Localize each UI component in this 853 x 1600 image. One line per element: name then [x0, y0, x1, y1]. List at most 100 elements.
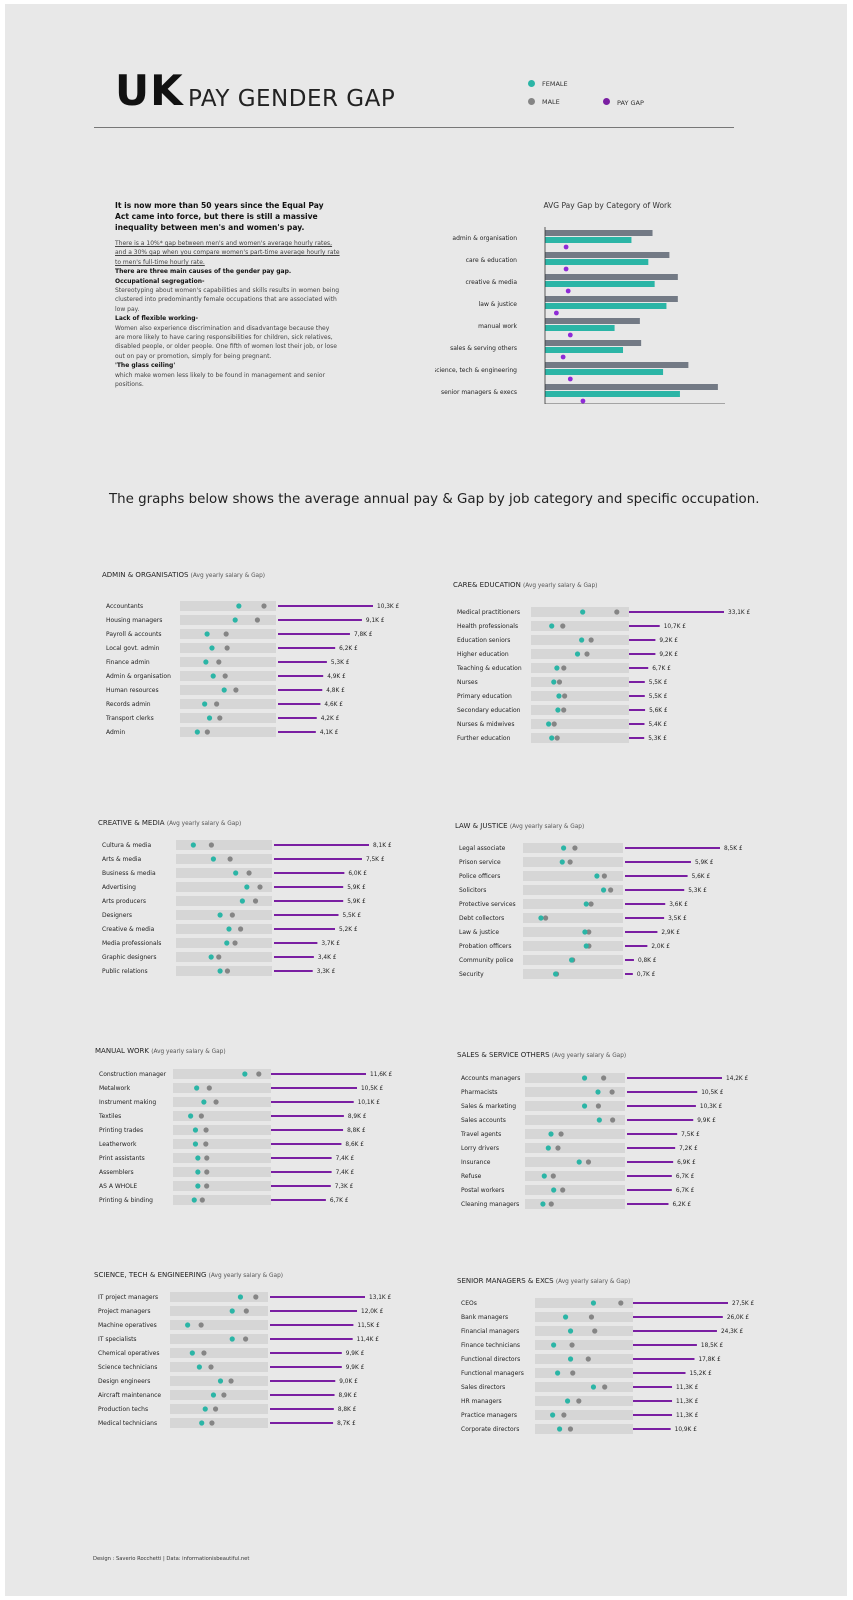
occupation-track — [176, 952, 272, 962]
gap-label: 9,9K £ — [346, 1365, 365, 1371]
footer-credit: Design : Saverio Rocchetti | Data: infor… — [93, 1556, 250, 1562]
male-dot — [585, 1159, 592, 1165]
occupation-track — [173, 1083, 271, 1093]
intro-causes-heading: There are three main causes of the gende… — [115, 268, 292, 276]
female-dot — [210, 673, 216, 679]
occupation-track — [176, 854, 272, 864]
gap-bar — [274, 914, 339, 916]
occupation-track — [180, 699, 276, 709]
female-dot — [567, 1328, 574, 1334]
summary-female-bar — [545, 347, 624, 353]
panel-title-main: SENIOR MANAGERS & EXCS — [457, 1277, 556, 1285]
male-dot — [569, 1342, 575, 1348]
gap-bar — [633, 1344, 697, 1346]
female-dot — [224, 940, 230, 946]
panel-title: CARE& EDUCATION (Avg yearly salary & Gap… — [453, 581, 597, 589]
male-dot — [224, 645, 230, 651]
gap-label: 10,5K £ — [701, 1090, 724, 1096]
occupation-track — [531, 705, 629, 715]
male-dot — [232, 940, 238, 946]
legend-male-label: MALE — [542, 98, 560, 106]
female-dot — [594, 873, 600, 879]
gap-label: 5,5K £ — [649, 694, 668, 700]
gap-label: 5,5K £ — [649, 680, 668, 686]
occupation-label: Payroll & accounts — [106, 631, 161, 638]
occupation-label: Creative & media — [102, 926, 155, 933]
occupation-label: Medical technicians — [98, 1420, 157, 1427]
gap-bar — [270, 1352, 342, 1354]
male-dot — [551, 721, 557, 727]
male-dot — [204, 1155, 210, 1161]
occupation-panel: CREATIVE & MEDIA (Avg yearly salary & Ga… — [98, 819, 392, 976]
occupation-label: Chemical operatives — [98, 1350, 159, 1357]
occupation-label: Accounts managers — [461, 1075, 520, 1082]
male-dot — [572, 845, 578, 851]
gap-label: 6,7K £ — [652, 666, 671, 672]
female-dot — [552, 971, 559, 977]
occupation-label: Graphic designers — [102, 954, 156, 961]
occupation-dot-chart: Accounts managers 14,2K £ Pharmacists 10,5K… — [460, 1073, 749, 1209]
male-dot — [588, 1314, 595, 1320]
summary-male-bar — [545, 274, 678, 280]
gap-bar — [271, 1171, 332, 1173]
male-dot — [576, 1398, 582, 1404]
male-dot — [548, 1201, 554, 1207]
male-dot — [243, 1308, 249, 1314]
occupation-label: Print assistants — [99, 1155, 145, 1162]
summary-female-bar — [545, 369, 664, 375]
gap-label: 5,6K £ — [649, 708, 668, 714]
gap-bar — [629, 653, 656, 655]
gap-label: 6,7K £ — [676, 1174, 695, 1180]
occupation-label: Probation officers — [459, 943, 511, 950]
panel-title-main: ADMIN & ORGANISATIOS — [102, 571, 191, 579]
male-dot — [199, 1197, 205, 1203]
occupation-panel: SCIENCE, TECH & ENGINEERING (Avg yearly … — [94, 1271, 392, 1428]
gap-label: 8,8K £ — [338, 1407, 357, 1413]
female-dot — [199, 1420, 205, 1426]
gap-bar — [627, 1077, 722, 1079]
female-dot — [203, 659, 209, 665]
male-dot — [567, 1426, 574, 1432]
gap-label: 6,7K £ — [676, 1188, 695, 1194]
occupation-track — [173, 1069, 271, 1079]
female-dot — [185, 1322, 191, 1328]
occupation-track — [173, 1097, 271, 1107]
occupation-track — [180, 685, 276, 695]
summary-male-bar — [545, 384, 718, 390]
occupation-track — [531, 607, 629, 617]
occupation-track — [535, 1298, 633, 1308]
female-dot — [560, 845, 567, 851]
gap-label: 5,9K £ — [347, 885, 366, 891]
summary-chart-title: AVG Pay Gap by Category of Work — [544, 201, 673, 210]
female-dot — [189, 1350, 195, 1356]
female-dot — [236, 603, 242, 609]
panel-title-sub: (Avg yearly salary & Gap) — [208, 1273, 284, 1279]
gap-bar — [625, 861, 691, 863]
gap-bar — [278, 633, 350, 635]
occupation-track — [173, 1181, 271, 1191]
intro-cause2-text: Women also experience discrimination and… — [115, 324, 337, 360]
panel-title-sub: (Avg yearly salary & Gap) — [551, 1053, 627, 1059]
panel-title: SCIENCE, TECH & ENGINEERING (Avg yearly … — [94, 1271, 283, 1279]
gap-label: 10,3K £ — [700, 1104, 723, 1110]
female-dot — [538, 915, 544, 921]
panel-title-main: SALES & SERVICE OTHERS — [457, 1051, 552, 1059]
male-dot — [595, 1103, 602, 1109]
occupation-track — [173, 1153, 271, 1163]
intro-cause2-title: Lack of flexible working- — [115, 315, 199, 323]
intro-cause1-title: Occupational segregation- — [115, 277, 205, 285]
intro-cause3-text: which make women less likely to be found… — [115, 371, 326, 389]
occupation-label: Financial managers — [461, 1328, 519, 1335]
female-dot — [583, 943, 589, 949]
male-dot — [592, 1328, 598, 1334]
occupation-label: Corporate directors — [461, 1426, 519, 1433]
gap-bar — [629, 625, 660, 627]
occupation-label: Cleaning managers — [461, 1201, 519, 1208]
summary-female-bar — [545, 281, 655, 287]
gap-label: 9,1K £ — [366, 618, 385, 624]
female-dot — [202, 701, 208, 707]
male-dot — [567, 859, 573, 865]
occupation-label: Design engineers — [98, 1378, 150, 1385]
occupation-label: Functional directors — [461, 1356, 520, 1363]
occupation-track — [531, 733, 629, 743]
